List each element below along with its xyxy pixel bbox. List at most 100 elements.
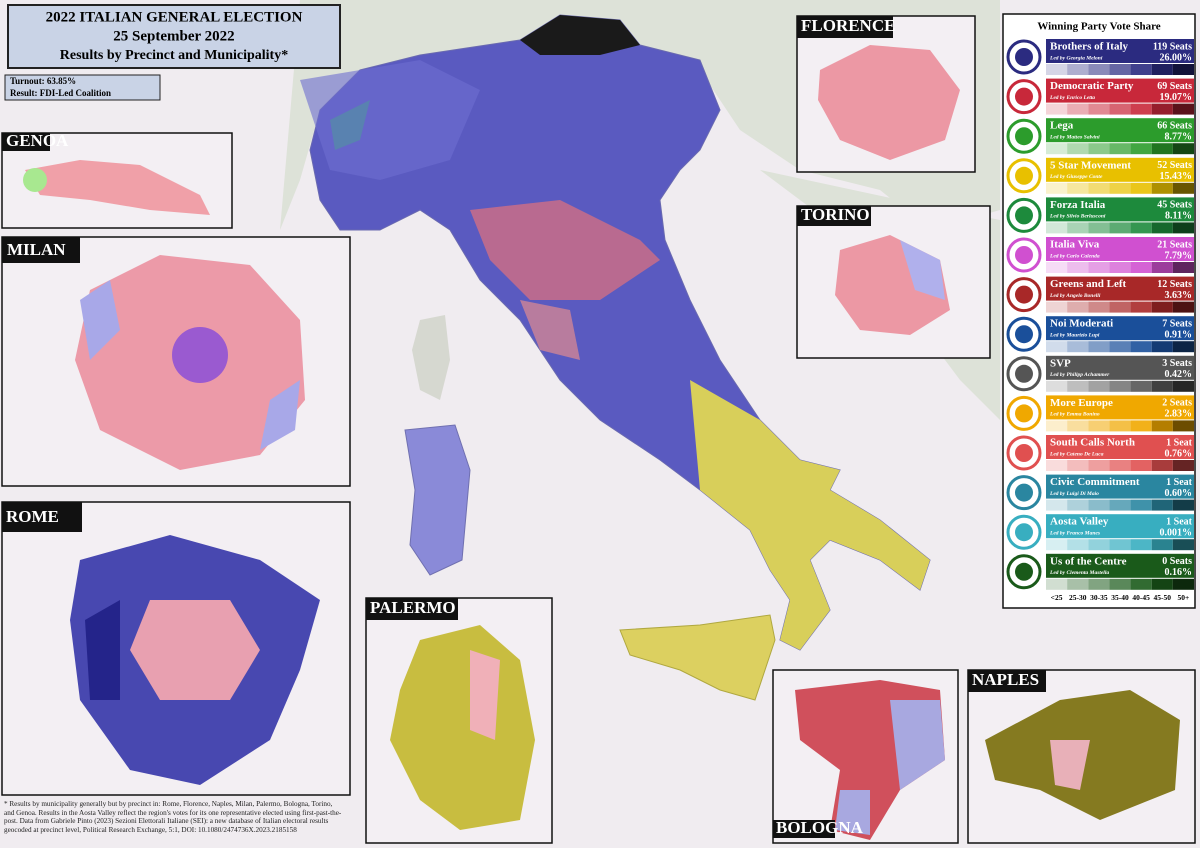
share-swatch [1046, 499, 1068, 511]
share-swatch [1046, 539, 1068, 551]
party-name: Italia Viva [1050, 239, 1100, 251]
party-leader: Led by Matteo Salvini [1049, 134, 1100, 140]
party-band [1046, 39, 1194, 63]
share-swatch [1046, 143, 1068, 155]
share-swatch [1130, 578, 1152, 590]
share-swatch [1109, 301, 1131, 313]
share-swatch [1067, 222, 1089, 234]
title: 2022 ITALIAN GENERAL ELECTION [46, 9, 303, 25]
party-leader: Led by Emma Bonino [1049, 412, 1100, 418]
party-share: 19.07% [1160, 92, 1193, 103]
scale-label: 50+ [1178, 593, 1190, 602]
party-seats: 7 Seats [1162, 318, 1192, 329]
share-swatch [1088, 143, 1110, 155]
turnout: Turnout: 63.85% [10, 76, 76, 86]
subtitle: Results by Precinct and Municipality* [60, 48, 288, 63]
genoa-area [23, 168, 47, 192]
scale-label: 45-50 [1154, 593, 1172, 602]
share-swatch [1130, 103, 1152, 115]
party-share: 8.11% [1165, 211, 1192, 222]
share-swatch [1046, 380, 1068, 392]
share-swatch [1151, 103, 1173, 115]
party-share: 0.60% [1165, 488, 1193, 499]
party-logo-inner [1015, 325, 1033, 344]
rome-centre [130, 600, 260, 700]
party-leader: Led by Silvio Berlusconi [1049, 214, 1106, 220]
scale-label: 25-30 [1069, 593, 1087, 602]
share-swatch [1172, 539, 1194, 551]
party-name: SVP [1050, 357, 1071, 369]
party-seats: 0 Seats [1162, 556, 1192, 567]
share-swatch [1151, 262, 1173, 273]
share-swatch [1172, 460, 1194, 471]
party-name: Noi Moderati [1050, 318, 1113, 330]
share-swatch [1088, 380, 1110, 392]
party-name: Forza Italia [1050, 199, 1106, 211]
share-swatch [1130, 222, 1152, 234]
share-swatch [1088, 420, 1110, 432]
party-seats: 21 Seats [1157, 239, 1192, 250]
share-swatch [1067, 341, 1089, 353]
share-swatch [1067, 380, 1089, 392]
florence-map [818, 45, 960, 160]
torino-area [900, 240, 945, 300]
share-swatch [1109, 499, 1131, 511]
share-swatch [1109, 420, 1131, 432]
share-swatch [1151, 222, 1173, 234]
share-swatch [1109, 64, 1131, 75]
scale-label: <25 [1051, 593, 1063, 602]
party-leader: Led by Philipp Achammer [1049, 372, 1110, 378]
share-swatch [1067, 460, 1089, 471]
party-seats: 1 Seat [1166, 516, 1193, 527]
share-swatch [1130, 341, 1152, 353]
party-seats: 3 Seats [1162, 358, 1192, 369]
share-swatch [1067, 182, 1089, 194]
share-swatch [1172, 262, 1194, 273]
scale-label: 30-35 [1090, 593, 1108, 602]
scale-label: 35-40 [1111, 593, 1129, 602]
inset-label: ROME [6, 507, 59, 526]
label-box [797, 206, 871, 226]
party-band [1046, 316, 1194, 341]
party-seats: 1 Seat [1166, 437, 1193, 448]
share-swatch [1067, 103, 1089, 115]
share-swatch [1109, 262, 1131, 273]
footnote: * Results by municipality generally but … [4, 800, 342, 834]
party-name: Lega [1050, 120, 1074, 132]
share-swatch [1172, 143, 1194, 155]
party-leader: Led by Cateno De Luca [1049, 451, 1104, 457]
party-name: Aosta Valley [1050, 516, 1109, 528]
party-seats: 2 Seats [1162, 398, 1192, 409]
share-swatch [1088, 539, 1110, 551]
share-swatch [1046, 420, 1068, 432]
share-swatch [1172, 301, 1194, 313]
share-swatch [1067, 301, 1089, 313]
party-band [1046, 435, 1194, 459]
party-logo-inner [1015, 523, 1033, 542]
share-swatch [1130, 380, 1152, 392]
party-logo-inner [1015, 483, 1033, 502]
legend: Brothers of Italy 119 Seats Led by Georgia… [1006, 39, 1194, 602]
inset-label: GENOA [6, 131, 69, 150]
naples-centre [1050, 740, 1090, 790]
corsica [412, 315, 450, 400]
party-band [1046, 237, 1194, 261]
party-share: 0.42% [1165, 369, 1193, 380]
label-box [2, 237, 80, 263]
share-swatch [1172, 499, 1194, 511]
share-swatch [1151, 380, 1173, 392]
share-swatch [1172, 380, 1194, 392]
share-swatch [1067, 262, 1089, 273]
share-swatch [1151, 460, 1173, 471]
party-name: Civic Commitment [1050, 476, 1140, 488]
palermo-centre [470, 650, 500, 740]
party-share: 26.00% [1160, 52, 1193, 63]
party-band [1046, 157, 1194, 182]
share-swatch [1088, 64, 1110, 75]
party-band [1046, 553, 1194, 578]
party-logo-inner [1015, 562, 1033, 581]
share-swatch [1046, 182, 1068, 194]
party-logo-inner [1015, 285, 1033, 304]
party-share: 2.83% [1165, 409, 1193, 420]
